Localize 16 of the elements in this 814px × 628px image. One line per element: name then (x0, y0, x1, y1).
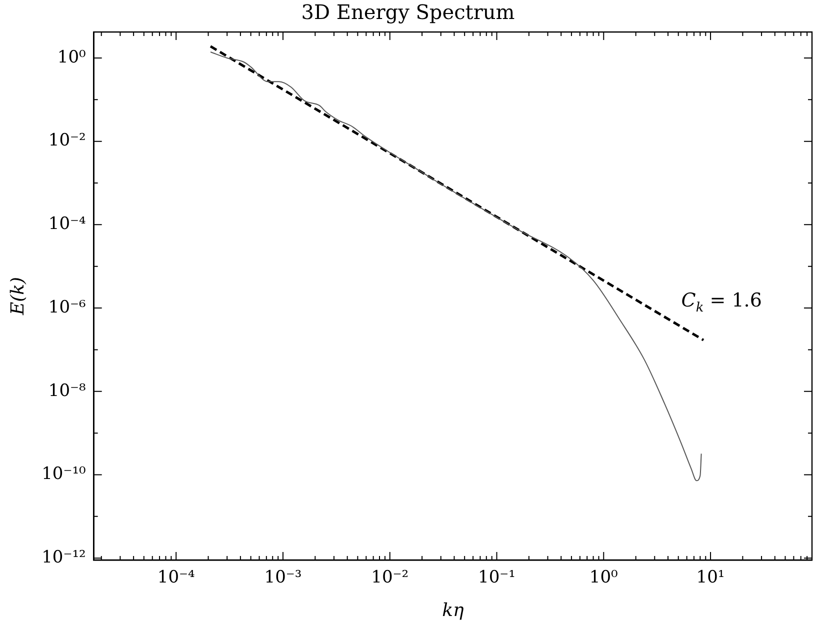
x-tick-label: 10⁻³ (264, 568, 302, 588)
y-tick-label: 10⁻⁴ (48, 214, 86, 234)
y-tick-label: 10⁻⁶ (48, 297, 86, 318)
y-tick-label: 10⁻¹² (42, 548, 86, 568)
x-tick-label: 10¹ (696, 568, 725, 588)
chart-title: 3D Energy Spectrum (301, 0, 515, 24)
y-tick-label: 10⁻⁸ (48, 380, 86, 401)
y-axis-title: E(k) (7, 276, 28, 316)
y-tick-label: 10⁻² (48, 130, 86, 151)
x-tick-label: 10⁻¹ (478, 568, 516, 588)
y-tick-label: 10⁻¹⁰ (42, 464, 86, 484)
x-tick-label: 10⁻² (371, 568, 409, 588)
y-tick-label: 10⁰ (57, 47, 86, 68)
x-tick-label: 10⁻⁴ (157, 568, 195, 588)
x-axis-title: kη (442, 600, 464, 621)
x-tick-label: 10⁰ (589, 568, 618, 588)
